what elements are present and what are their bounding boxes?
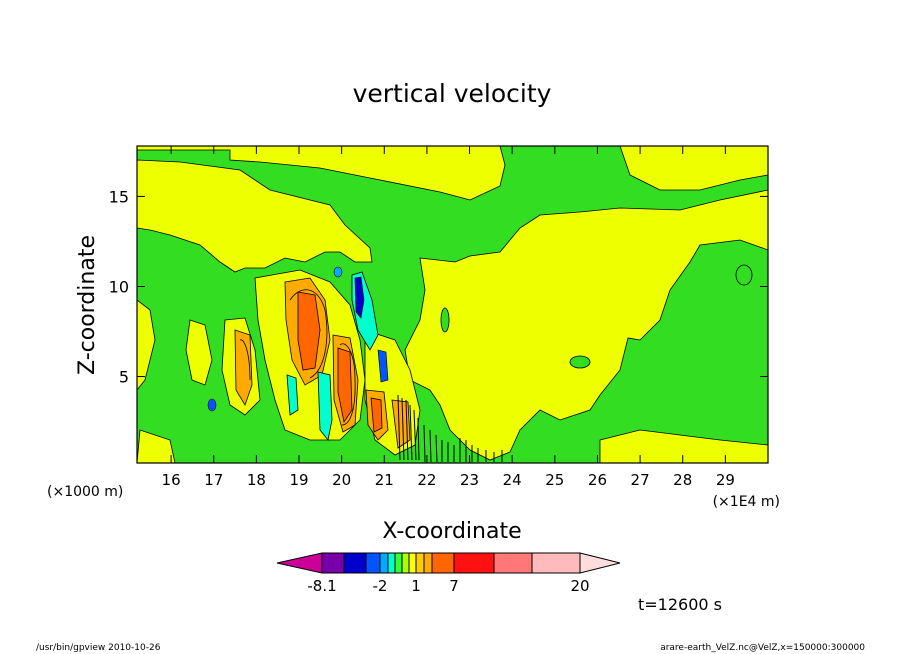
field-region-yellow-cell-e: [137, 429, 176, 463]
footer-right: arare-earth_VelZ.nc@VelZ,x=150000:300000: [660, 643, 865, 653]
field-region-yellow-topright: [619, 146, 768, 191]
plot-area: [137, 146, 768, 463]
x-unit-left: (×1000 m): [47, 484, 123, 500]
chart-title: vertical velocity: [353, 79, 552, 108]
x-tick-label: 17: [204, 471, 223, 489]
colorbar-swatch: [401, 552, 410, 574]
x-tick-label: 18: [247, 471, 266, 489]
colorbar-swatch: [531, 552, 581, 574]
colorbar-label: -2: [373, 577, 388, 595]
field-region-red-cell-1: [297, 291, 321, 371]
time-label: t=12600 s: [638, 595, 722, 614]
field-region-cyan-spot-b: [333, 266, 343, 278]
colorbar-swatch: [453, 552, 495, 574]
colorbar-swatch: [365, 552, 381, 574]
x-tick-label: 28: [673, 471, 692, 489]
x-tick-label: 19: [289, 471, 308, 489]
colorbar-swatch: [321, 552, 345, 574]
colorbar-label: 7: [449, 577, 459, 595]
field-region-yellow-upper: [137, 146, 506, 201]
y-axis-label: Z-coordinate: [75, 235, 100, 375]
field-region-orange-cell-3: [234, 329, 253, 406]
colorbar-swatch: [408, 552, 417, 574]
x-tick-label: 20: [332, 471, 351, 489]
x-tick-label: 25: [545, 471, 564, 489]
colorbar-swatch: [415, 552, 425, 574]
field-region-cyan-downdraft-3: [286, 374, 299, 416]
x-tick-label: 21: [375, 471, 394, 489]
field-region-cyan-downdraft-2: [317, 371, 333, 441]
field-region-blue-downdraft-1: [354, 276, 365, 319]
field-region-yellow-cell-a: [185, 319, 213, 386]
x-tick-label: 23: [460, 471, 479, 489]
y-tick-label: 10: [109, 277, 129, 296]
y-tick-label: 5: [119, 368, 129, 387]
footer-left: /usr/bin/gpview 2010-10-26: [36, 643, 161, 653]
y-axis: 5 10 15: [109, 187, 768, 387]
field-region-yellow-bottomright: [599, 429, 768, 463]
field-region-yellow-mid: [137, 159, 373, 273]
field-region-green-island-c: [440, 307, 450, 333]
colorbar-swatch: [493, 552, 533, 574]
x-tick-label: 22: [417, 471, 436, 489]
field-region-red-cell-4: [370, 397, 383, 433]
colorbar-swatch: [394, 552, 403, 574]
field-region-red-cell-2: [337, 347, 353, 424]
x-unit-right: (×1E4 m): [713, 494, 780, 510]
field-region-blue-spot-a: [207, 398, 217, 412]
colorbar-swatch: [431, 552, 455, 574]
colorbar-swatch: [387, 552, 396, 574]
field-region-orange-cell-5: [391, 399, 411, 449]
x-tick-label: 26: [588, 471, 607, 489]
colorbar-extend-low: [276, 552, 323, 574]
plot-frame: [136, 145, 769, 464]
field-region-yellow-left-low: [137, 299, 156, 391]
contour-cluster: [397, 394, 503, 463]
field-region-green-island-a: [735, 264, 753, 286]
colorbar-label: 1: [411, 577, 421, 595]
colorbar-label: 20: [570, 577, 589, 595]
colorbar-swatch: [423, 552, 433, 574]
x-axis-label: X-coordinate: [382, 519, 521, 544]
colorbar-extend-high: [579, 552, 621, 574]
colorbar-label: -8.1: [307, 577, 336, 595]
colorbar-swatch: [379, 552, 389, 574]
field-region-green-island-b: [569, 355, 591, 369]
colorbar-swatch: [343, 552, 367, 574]
field-region-blue-downdraft-3: [377, 349, 389, 383]
x-tick-label: 27: [631, 471, 650, 489]
x-tick-label: 24: [503, 471, 522, 489]
y-tick-label: 15: [109, 187, 129, 206]
x-axis: 16 17 18 19 20 21 22 23 24 25 26 27 28 29: [162, 146, 735, 489]
x-tick-label: 16: [162, 471, 181, 489]
colorbar: -8.1 -2 1 7 20: [276, 552, 621, 595]
field-region-yellow-right: [404, 189, 768, 461]
x-tick-label: 29: [716, 471, 735, 489]
